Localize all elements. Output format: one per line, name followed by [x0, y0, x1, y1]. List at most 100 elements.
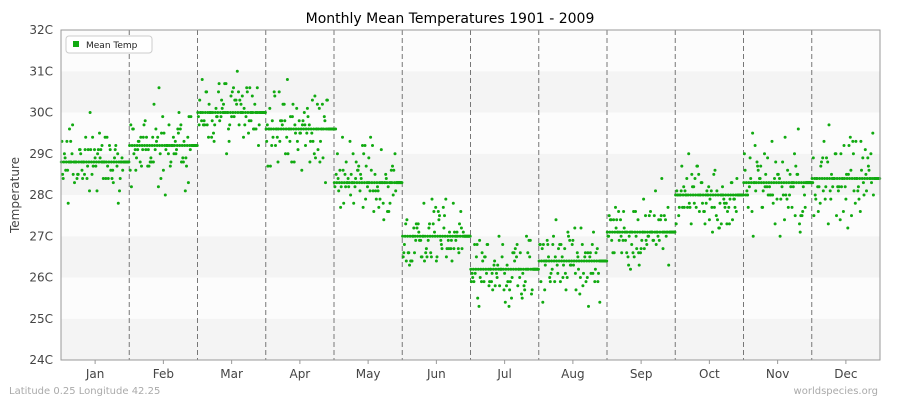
data-point: [495, 276, 499, 279]
data-point: [498, 284, 502, 288]
data-point: [140, 144, 144, 147]
data-point: [198, 98, 202, 102]
data-point: [771, 193, 775, 197]
data-point: [479, 267, 483, 271]
data-point: [778, 234, 782, 238]
data-point: [235, 69, 239, 73]
data-point: [419, 238, 423, 242]
data-point: [349, 193, 353, 197]
data-point: [370, 181, 374, 185]
data-point: [354, 160, 358, 164]
x-tick-label: Nov: [766, 367, 789, 381]
data-point: [771, 201, 775, 205]
data-point: [160, 144, 164, 147]
data-point: [232, 86, 235, 90]
data-point: [429, 251, 433, 255]
data-point: [218, 111, 222, 114]
x-tick-label: Oct: [699, 367, 720, 381]
data-point: [596, 280, 600, 284]
data-point: [406, 234, 410, 238]
data-point: [115, 164, 119, 168]
data-point: [549, 271, 553, 275]
y-tick-label: 28C: [29, 188, 53, 202]
data-point: [104, 160, 108, 164]
data-point: [548, 276, 552, 279]
data-point: [594, 251, 598, 255]
data-point: [689, 193, 693, 197]
data-point: [439, 243, 443, 246]
data-point: [580, 259, 584, 263]
data-point: [577, 267, 580, 271]
data-point: [349, 172, 353, 176]
data-point: [342, 201, 346, 205]
data-point: [354, 177, 358, 180]
data-point: [157, 86, 161, 90]
data-point: [283, 119, 287, 123]
data-point: [337, 189, 341, 193]
data-point: [826, 222, 830, 226]
data-point: [742, 152, 746, 156]
data-point: [783, 135, 787, 139]
data-point: [285, 135, 289, 139]
data-point: [856, 185, 860, 189]
data-point: [790, 205, 794, 209]
data-point: [84, 160, 88, 164]
data-point: [95, 189, 99, 193]
data-point: [811, 181, 815, 185]
data-point: [158, 144, 162, 147]
data-point: [114, 160, 118, 164]
x-tick-label: Jul: [496, 367, 511, 381]
data-point: [271, 135, 275, 139]
data-point: [307, 123, 311, 127]
data-point: [774, 160, 778, 164]
data-point: [167, 123, 171, 127]
data-point: [335, 152, 339, 156]
data-point: [713, 168, 717, 172]
data-point: [282, 127, 286, 131]
data-point: [436, 234, 440, 238]
data-point: [249, 119, 253, 123]
data-point: [459, 226, 463, 230]
data-point: [728, 197, 732, 201]
data-point: [441, 205, 445, 209]
data-point: [105, 135, 109, 139]
data-point: [521, 271, 525, 275]
x-tick-label: Dec: [834, 367, 857, 381]
data-point: [627, 234, 631, 238]
footer-source: worldspecies.org: [794, 386, 878, 397]
data-point: [159, 177, 163, 180]
data-point: [263, 111, 267, 114]
data-point: [302, 111, 306, 114]
data-point: [443, 214, 446, 218]
data-point: [100, 144, 104, 147]
data-point: [450, 259, 454, 263]
data-point: [408, 234, 412, 238]
data-point: [489, 267, 493, 271]
data-point: [685, 177, 689, 180]
data-point: [469, 280, 473, 284]
data-point: [434, 259, 438, 263]
data-point: [629, 267, 632, 271]
data-point: [552, 259, 556, 263]
data-point: [716, 193, 720, 197]
data-point: [487, 284, 491, 288]
data-point: [216, 111, 220, 114]
data-point: [857, 197, 861, 201]
data-point: [80, 168, 84, 172]
data-point: [798, 222, 801, 226]
data-point: [433, 234, 437, 238]
data-point: [803, 193, 806, 197]
data-point: [248, 86, 252, 90]
data-point: [237, 123, 241, 127]
data-point: [226, 111, 230, 114]
data-point: [748, 156, 752, 160]
data-point: [745, 189, 749, 193]
data-point: [360, 181, 364, 185]
data-point: [619, 218, 622, 222]
data-point: [473, 243, 477, 246]
data-point: [456, 247, 460, 251]
data-point: [753, 144, 757, 147]
data-point: [829, 197, 833, 201]
data-point: [184, 156, 188, 160]
data-point: [128, 168, 132, 172]
